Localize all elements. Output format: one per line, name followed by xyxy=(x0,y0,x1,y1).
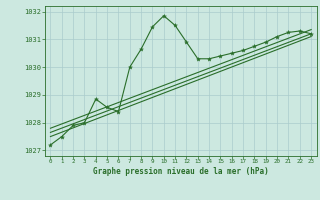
X-axis label: Graphe pression niveau de la mer (hPa): Graphe pression niveau de la mer (hPa) xyxy=(93,167,269,176)
